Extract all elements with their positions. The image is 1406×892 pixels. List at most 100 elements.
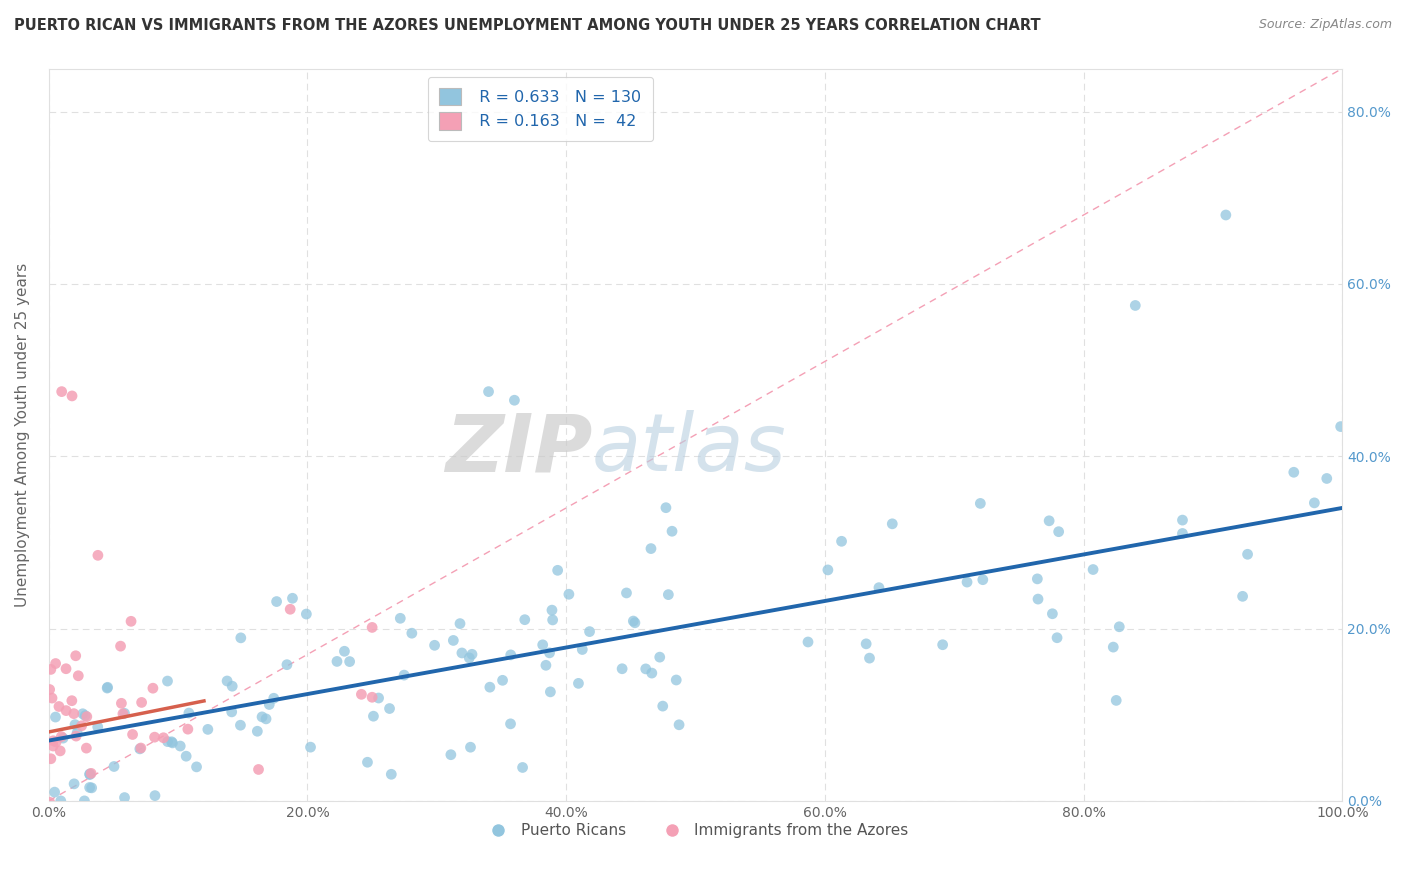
Point xyxy=(229,631,252,645)
Point xyxy=(1330,419,1353,434)
Point xyxy=(221,705,243,719)
Legend: Puerto Ricans, Immigrants from the Azores: Puerto Ricans, Immigrants from the Azore… xyxy=(477,817,915,845)
Point xyxy=(1046,631,1069,645)
Point xyxy=(42,739,65,753)
Point xyxy=(1236,547,1258,561)
Point xyxy=(266,594,288,608)
Point xyxy=(868,581,890,595)
Point xyxy=(668,718,690,732)
Point xyxy=(634,662,657,676)
Point xyxy=(177,722,200,736)
Point xyxy=(1026,572,1049,586)
Point xyxy=(624,615,647,630)
Point xyxy=(558,587,581,601)
Point xyxy=(1038,514,1060,528)
Point xyxy=(79,767,101,781)
Point xyxy=(66,726,89,740)
Point xyxy=(121,727,143,741)
Point xyxy=(110,696,132,710)
Point xyxy=(1108,620,1130,634)
Point xyxy=(63,706,86,721)
Point xyxy=(281,591,304,606)
Point xyxy=(114,706,136,721)
Point xyxy=(1026,592,1049,607)
Point xyxy=(423,638,446,652)
Point xyxy=(458,651,481,665)
Point xyxy=(42,733,65,747)
Point xyxy=(143,789,166,803)
Point xyxy=(1105,693,1128,707)
Point xyxy=(48,699,70,714)
Point xyxy=(503,393,526,408)
Point xyxy=(512,760,534,774)
Point xyxy=(858,651,880,665)
Point xyxy=(186,760,208,774)
Point xyxy=(152,731,174,745)
Point xyxy=(661,524,683,539)
Point xyxy=(73,794,96,808)
Point xyxy=(534,658,557,673)
Point xyxy=(931,638,953,652)
Point xyxy=(128,742,150,756)
Point xyxy=(295,607,318,621)
Point xyxy=(79,767,101,781)
Point xyxy=(538,685,561,699)
Point xyxy=(80,766,103,780)
Point xyxy=(278,602,301,616)
Point xyxy=(111,706,134,721)
Point xyxy=(156,734,179,748)
Point xyxy=(361,690,384,705)
Point xyxy=(160,735,183,749)
Point xyxy=(610,662,633,676)
Point xyxy=(110,639,132,653)
Point xyxy=(221,679,243,693)
Point xyxy=(96,681,118,695)
Point xyxy=(49,744,72,758)
Point xyxy=(1316,471,1339,485)
Point xyxy=(75,708,97,723)
Text: PUERTO RICAN VS IMMIGRANTS FROM THE AZORES UNEMPLOYMENT AMONG YOUTH UNDER 25 YEA: PUERTO RICAN VS IMMIGRANTS FROM THE AZOR… xyxy=(14,18,1040,33)
Point xyxy=(477,384,499,399)
Point xyxy=(197,723,219,737)
Point xyxy=(389,611,412,625)
Point xyxy=(263,691,285,706)
Point xyxy=(449,616,471,631)
Point xyxy=(499,648,522,662)
Point xyxy=(259,698,281,712)
Point xyxy=(65,729,87,743)
Point xyxy=(1232,590,1254,604)
Point xyxy=(44,710,66,724)
Point xyxy=(1042,607,1064,621)
Point xyxy=(571,642,593,657)
Point xyxy=(1123,298,1146,312)
Point xyxy=(451,646,474,660)
Point xyxy=(254,712,277,726)
Point xyxy=(460,740,482,755)
Point xyxy=(142,681,165,696)
Point xyxy=(538,646,561,660)
Point xyxy=(363,709,385,723)
Point xyxy=(131,695,153,709)
Point xyxy=(1047,524,1070,539)
Point xyxy=(378,701,401,715)
Point xyxy=(339,655,361,669)
Point xyxy=(156,674,179,689)
Point xyxy=(79,780,101,795)
Point xyxy=(70,719,93,733)
Point xyxy=(51,730,73,744)
Point xyxy=(655,500,678,515)
Point xyxy=(63,717,86,731)
Text: ZIP: ZIP xyxy=(444,410,592,488)
Point xyxy=(55,662,77,676)
Point xyxy=(491,673,513,688)
Point xyxy=(478,680,501,694)
Point xyxy=(162,736,184,750)
Point xyxy=(541,613,564,627)
Point xyxy=(1171,513,1194,527)
Point xyxy=(60,389,83,403)
Point xyxy=(531,638,554,652)
Point xyxy=(547,563,569,577)
Point xyxy=(1282,465,1305,479)
Point xyxy=(817,563,839,577)
Point xyxy=(361,620,384,634)
